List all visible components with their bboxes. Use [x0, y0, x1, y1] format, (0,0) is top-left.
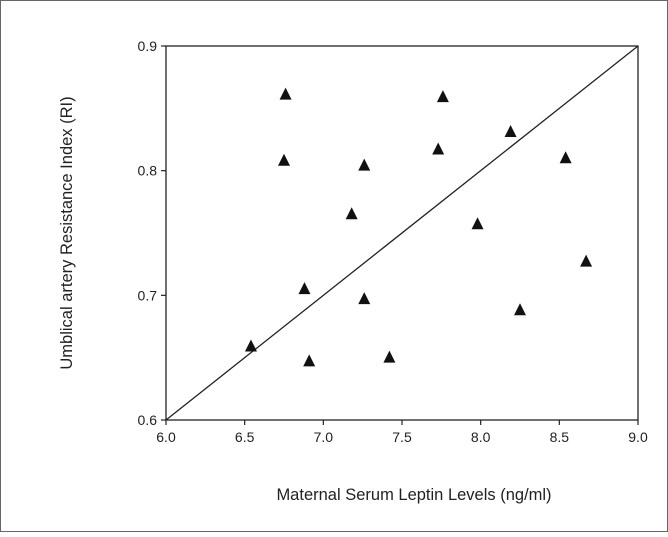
x-tick-label: 9.0	[628, 429, 648, 445]
x-axis-ticks: 6.0 6.5 7.0 7.5 8.0 8.5 9.0	[156, 420, 648, 445]
data-point-triangle	[298, 282, 311, 295]
y-axis-ticks: 0.6 0.7 0.8 0.9	[138, 38, 166, 428]
data-point-triangle	[580, 254, 593, 267]
data-point-triangle	[358, 292, 371, 305]
x-tick-label: 6.5	[235, 429, 255, 445]
data-point-triangle	[504, 125, 517, 138]
x-tick-label: 7.5	[392, 429, 412, 445]
y-axis-title: Umblical artery Resistance Index (RI)	[58, 96, 76, 369]
data-point-triangle	[278, 153, 290, 166]
x-tick-label: 8.5	[550, 429, 570, 445]
data-point-triangle	[559, 151, 572, 164]
y-tick-label: 0.7	[138, 287, 158, 303]
x-tick-label: 7.0	[314, 429, 334, 445]
data-point-triangle	[514, 303, 526, 316]
data-point-triangle	[279, 87, 292, 100]
y-tick-label: 0.6	[138, 412, 158, 428]
x-tick-label: 8.0	[471, 429, 491, 445]
reference-line	[165, 45, 639, 421]
data-point-triangle	[303, 354, 316, 367]
data-point-triangle	[358, 158, 371, 171]
data-point-triangle	[345, 207, 358, 220]
y-tick-label: 0.9	[138, 38, 158, 54]
x-tick-label: 6.0	[156, 429, 176, 445]
data-point-triangle	[244, 339, 257, 352]
y-tick-label: 0.8	[138, 163, 158, 179]
data-point-triangle	[436, 90, 449, 103]
x-axis-title: Maternal Serum Leptin Levels (ng/ml)	[276, 486, 551, 504]
data-point-triangle	[383, 350, 396, 363]
data-point-triangle	[432, 142, 445, 155]
data-point-triangle	[471, 217, 484, 230]
data-points	[244, 87, 593, 367]
